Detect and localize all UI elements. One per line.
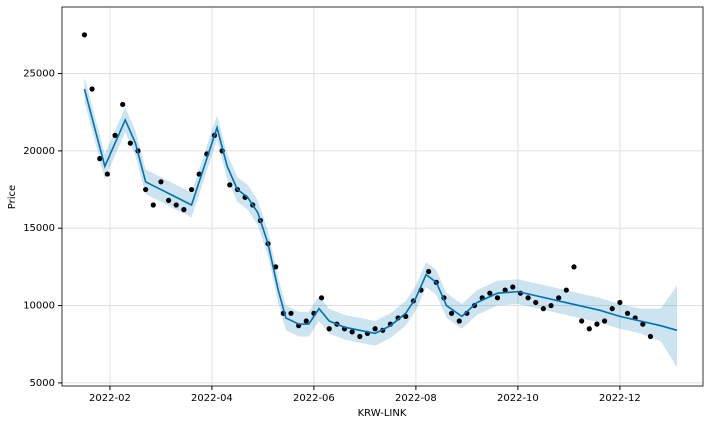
y-tick-label: 10000 bbox=[23, 301, 55, 312]
observed-point bbox=[150, 202, 156, 208]
observed-point bbox=[112, 132, 118, 138]
observed-point bbox=[273, 264, 279, 270]
x-tick-label: 2022-02 bbox=[89, 393, 131, 404]
observed-point bbox=[303, 318, 309, 324]
observed-point bbox=[548, 302, 554, 309]
observed-point bbox=[143, 186, 149, 193]
observed-point bbox=[571, 264, 577, 270]
plot-frame bbox=[61, 6, 704, 387]
observed-point bbox=[594, 321, 600, 327]
y-tick-label: 15000 bbox=[23, 223, 55, 234]
observed-point bbox=[89, 86, 95, 92]
observed-point bbox=[640, 321, 646, 327]
observed-point bbox=[165, 197, 172, 203]
observed-point bbox=[586, 326, 592, 332]
observed-point bbox=[563, 287, 569, 293]
forecast-line bbox=[83, 88, 678, 335]
observed-point bbox=[227, 182, 233, 188]
observed-point bbox=[326, 326, 332, 332]
observed-point bbox=[97, 156, 103, 162]
observed-point bbox=[579, 318, 585, 324]
observed-point bbox=[533, 299, 539, 306]
observed-point bbox=[372, 326, 378, 332]
observed-point bbox=[647, 333, 654, 340]
observed-point bbox=[448, 310, 455, 316]
observed-point bbox=[188, 186, 195, 193]
observed-point bbox=[426, 268, 432, 275]
observed-point bbox=[127, 140, 133, 146]
observed-point bbox=[494, 295, 501, 301]
observed-point bbox=[158, 179, 164, 185]
y-tick-label: 25000 bbox=[23, 69, 55, 80]
x-tick-label: 2022-12 bbox=[599, 393, 641, 404]
y-axis-label: Price bbox=[7, 185, 18, 209]
x-tick-label: 2022-10 bbox=[497, 393, 539, 404]
y-tick-label: 20000 bbox=[23, 146, 55, 157]
observed-point bbox=[120, 101, 126, 108]
observed-point bbox=[104, 171, 110, 177]
observed-point bbox=[456, 318, 462, 324]
observed-point bbox=[510, 284, 516, 290]
observed-point bbox=[173, 202, 179, 208]
uncertainty-band bbox=[84, 76, 677, 368]
observed-point bbox=[609, 306, 615, 312]
x-tick-label: 2022-06 bbox=[293, 393, 335, 404]
observed-point bbox=[540, 306, 546, 312]
observed-point bbox=[349, 329, 355, 335]
observed-point bbox=[288, 310, 294, 316]
observed-point bbox=[556, 295, 562, 301]
observed-point bbox=[318, 295, 325, 301]
observed-point bbox=[525, 295, 531, 301]
x-axis-label: KRW-LINK bbox=[358, 408, 407, 419]
observed-point bbox=[617, 299, 623, 306]
observed-point bbox=[357, 333, 363, 340]
y-tick-label: 5000 bbox=[30, 378, 55, 389]
x-tick-label: 2022-04 bbox=[191, 393, 233, 404]
x-tick-label: 2022-08 bbox=[395, 393, 437, 404]
observed-point bbox=[181, 207, 187, 213]
observed-point bbox=[601, 318, 608, 324]
observed-point bbox=[502, 287, 508, 293]
observed-point bbox=[487, 290, 493, 296]
observed-point bbox=[624, 310, 631, 316]
observed-point bbox=[81, 32, 88, 38]
